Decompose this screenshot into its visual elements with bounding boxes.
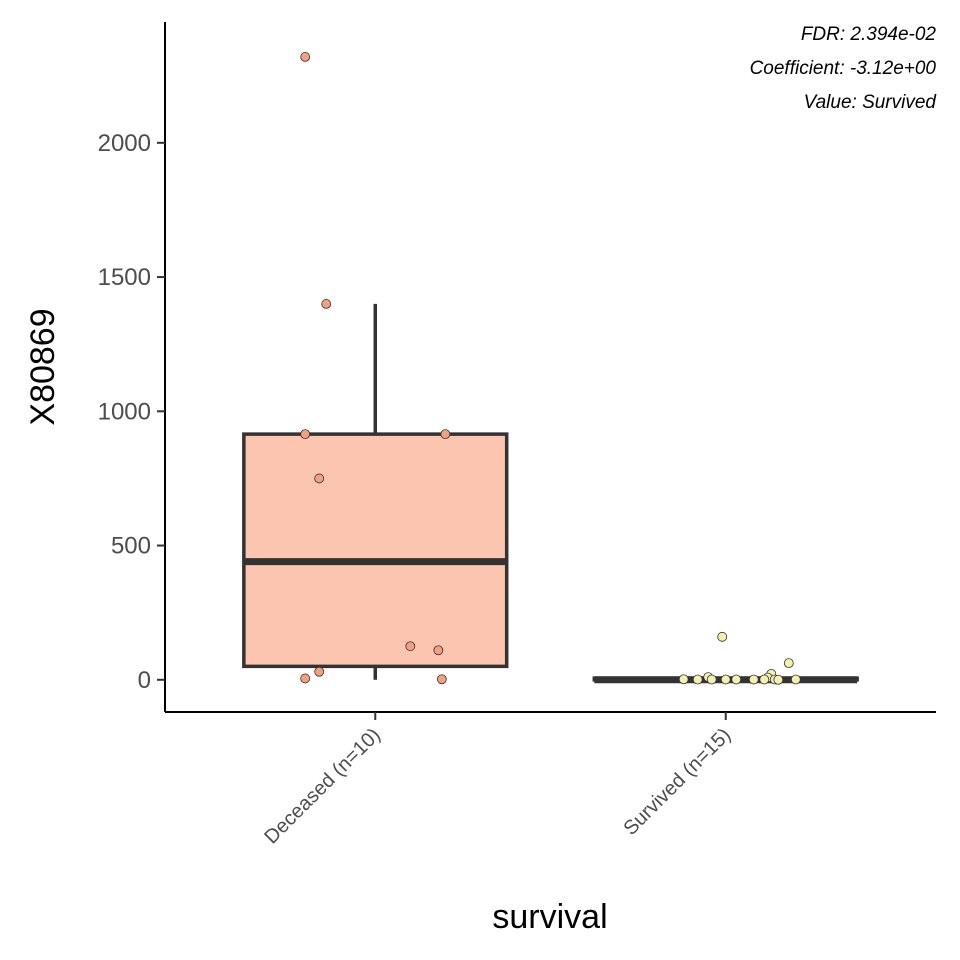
y-axis-title: X80869 — [24, 308, 62, 425]
data-point — [759, 674, 770, 685]
y-ticks: 0 500 1000 1500 2000 — [98, 130, 165, 694]
box-group — [242, 52, 509, 685]
data-point — [314, 666, 325, 677]
data-point — [717, 631, 728, 642]
plot-area — [242, 52, 859, 685]
box-group — [592, 631, 859, 685]
data-point — [300, 52, 311, 62]
y-tick-label: 0 — [138, 667, 151, 694]
data-point — [300, 429, 311, 440]
annotation-fdr: FDR: 2.394e-02 — [801, 24, 937, 45]
data-point — [300, 673, 311, 684]
x-tick-label: Deceased (n=10) — [260, 724, 384, 848]
data-point — [436, 674, 447, 685]
data-point — [692, 674, 703, 685]
data-point — [720, 674, 731, 685]
annotation-coefficient: Coefficient: -3.12e+00 — [750, 58, 937, 79]
y-tick-label: 500 — [111, 533, 151, 560]
box-body — [242, 432, 509, 669]
data-point — [706, 674, 717, 685]
y-tick-label: 2000 — [98, 130, 151, 157]
data-point — [731, 674, 742, 685]
y-tick-label: 1000 — [98, 398, 151, 425]
data-point — [748, 674, 759, 685]
data-point — [678, 674, 689, 685]
data-point — [314, 473, 325, 484]
x-tick-label: Survived (n=15) — [619, 724, 735, 840]
annotation-value: Value: Survived — [804, 92, 938, 113]
x-ticks: Deceased (n=10) Survived (n=15) — [260, 712, 735, 848]
data-point — [321, 299, 332, 309]
y-tick-label: 1500 — [98, 264, 151, 291]
data-point — [783, 658, 794, 669]
data-point — [773, 674, 784, 685]
data-point — [440, 429, 451, 440]
x-axis-title: survival — [492, 898, 607, 936]
data-point — [790, 674, 801, 685]
axes — [164, 22, 936, 713]
data-point — [405, 641, 416, 652]
data-point — [433, 645, 444, 656]
